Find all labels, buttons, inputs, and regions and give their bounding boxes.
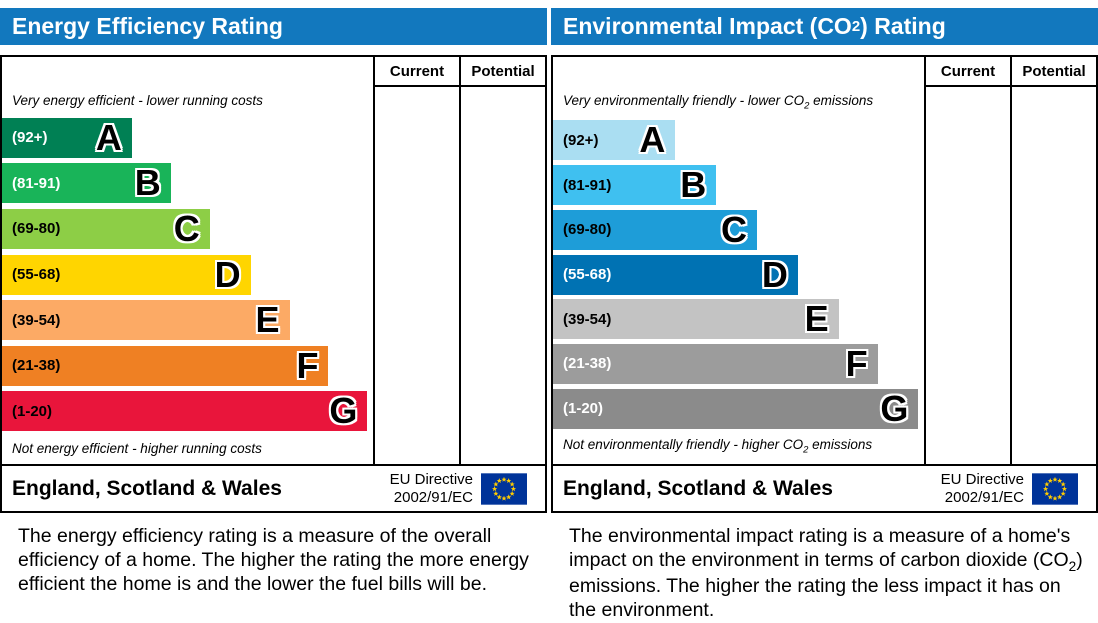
energy-top-note: Very energy efficient - lower running co…	[12, 93, 263, 108]
env-top-note: Very environmentally friendly - lower CO…	[553, 87, 924, 116]
band-letter: C	[173, 207, 200, 249]
env-title-post: ) Rating	[860, 13, 946, 39]
band-letter: F	[845, 342, 868, 384]
env-band-b: (81-91) B	[553, 164, 717, 206]
energy-bands: (92+) A (81-91) B (69-80) C (55-68) D	[2, 112, 373, 437]
energy-bottom-note: Not energy efficient - higher running co…	[12, 441, 262, 456]
env-top-note-post: emissions	[809, 93, 874, 108]
eu-directive-line1: EU Directive	[389, 471, 473, 489]
eu-flag-icon	[1032, 472, 1078, 505]
band-letter: B	[134, 162, 161, 204]
env-title-pre: Environmental Impact (CO	[563, 13, 852, 39]
environmental-impact-title: Environmental Impact (CO 2) Rating	[551, 8, 1098, 45]
eu-directive-label: EU Directive 2002/91/EC	[941, 471, 1032, 506]
energy-potential-header: Potential	[459, 57, 545, 87]
env-band-f: (21-38) F	[553, 342, 878, 384]
band-letter: G	[880, 387, 909, 429]
env-description-sub: 2	[1068, 558, 1077, 574]
env-bands: (92+) A (81-91) B (69-80) C (55-68) D	[553, 116, 924, 434]
energy-band-b: (81-91) B	[2, 162, 171, 204]
energy-band-f: (21-38) F	[2, 344, 329, 386]
env-potential-header: Potential	[1010, 57, 1096, 87]
band-range: (1-20)	[12, 402, 53, 420]
band-range: (81-91)	[12, 174, 61, 192]
eu-flag-icon	[481, 472, 527, 505]
environmental-impact-panel: Environmental Impact (CO 2) Rating Curren…	[551, 8, 1098, 623]
band-range: (81-91)	[563, 176, 612, 194]
band-range: (55-68)	[563, 266, 612, 283]
band-letter: A	[639, 119, 666, 161]
region-label: England, Scotland & Wales	[563, 476, 833, 500]
energy-current-column	[373, 87, 459, 464]
env-title-sub: 2	[851, 18, 861, 35]
energy-efficiency-table: Current Potential Very energy efficient …	[0, 55, 547, 513]
band-letter: F	[296, 344, 319, 386]
env-potential-column	[1010, 87, 1096, 464]
energy-band-g: (1-20) G	[2, 390, 368, 432]
band-range: (69-80)	[12, 220, 61, 238]
band-range: (92+)	[563, 131, 599, 149]
band-letter: E	[804, 298, 829, 340]
band-letter: E	[255, 299, 280, 341]
band-letter: G	[329, 390, 358, 432]
region-label: England, Scotland & Wales	[12, 476, 282, 500]
env-band-c: (69-80) C	[553, 208, 758, 250]
energy-chart-area: Very energy efficient - lower running co…	[2, 87, 373, 464]
env-current-header: Current	[924, 57, 1010, 87]
band-range: (39-54)	[563, 310, 612, 328]
band-range: (69-80)	[563, 221, 612, 239]
band-letter: C	[721, 208, 748, 250]
env-chart-header-spacer	[553, 57, 924, 87]
energy-efficiency-title: Energy Efficiency Rating	[0, 8, 547, 45]
env-bottom-note: Not environmentally friendly - higher CO…	[553, 433, 924, 464]
env-description-pre: The environmental impact rating is a mea…	[569, 525, 1071, 571]
band-letter: B	[680, 164, 707, 206]
energy-band-a: (92+) A	[2, 116, 132, 158]
environmental-impact-table: Current Potential Very environmentally f…	[551, 55, 1098, 513]
env-band-a: (92+) A	[553, 119, 676, 161]
energy-potential-column	[459, 87, 545, 464]
band-letter: A	[95, 116, 122, 158]
env-top-note-pre: Very environmentally friendly - lower CO	[563, 93, 805, 108]
energy-band-c: (69-80) C	[2, 207, 210, 249]
eu-directive-line1: EU Directive	[940, 471, 1024, 489]
band-letter: D	[761, 253, 788, 295]
eu-directive-line2: 2002/91/EC	[393, 488, 473, 506]
env-footer: England, Scotland & Wales EU Directive 2…	[553, 464, 1096, 511]
energy-band-e: (39-54) E	[2, 299, 290, 341]
energy-efficiency-title-text: Energy Efficiency Rating	[12, 13, 283, 39]
energy-band-d: (55-68) D	[2, 253, 251, 295]
band-range: (92+)	[12, 129, 48, 147]
env-band-d: (55-68) D	[553, 253, 798, 295]
band-range: (21-38)	[12, 357, 61, 375]
env-current-column	[924, 87, 1010, 464]
band-letter: D	[214, 253, 241, 295]
eu-directive-line2: 2002/91/EC	[944, 488, 1024, 506]
band-range: (39-54)	[12, 311, 61, 329]
env-band-e: (39-54) E	[553, 298, 839, 340]
band-range: (21-38)	[563, 355, 612, 373]
env-bottom-note-pre: Not environmentally friendly - higher CO	[563, 437, 804, 453]
env-bottom-note-sub: 2	[803, 445, 809, 456]
energy-current-header: Current	[373, 57, 459, 87]
energy-efficiency-panel: Energy Efficiency Rating Current Potenti…	[0, 8, 547, 623]
eu-directive-label: EU Directive 2002/91/EC	[390, 471, 481, 506]
energy-chart-header-spacer	[2, 57, 373, 87]
env-bottom-note-post: emissions	[808, 437, 873, 453]
band-range: (1-20)	[563, 400, 604, 418]
energy-footer: England, Scotland & Wales EU Directive 2…	[2, 464, 545, 511]
env-description: The environmental impact rating is a mea…	[569, 525, 1090, 623]
env-top-note-sub: 2	[804, 100, 810, 112]
energy-description: The energy efficiency rating is a measur…	[18, 525, 529, 595]
env-band-g: (1-20) G	[553, 387, 919, 429]
band-range: (55-68)	[12, 266, 61, 283]
env-chart-area: Very environmentally friendly - lower CO…	[553, 87, 924, 464]
